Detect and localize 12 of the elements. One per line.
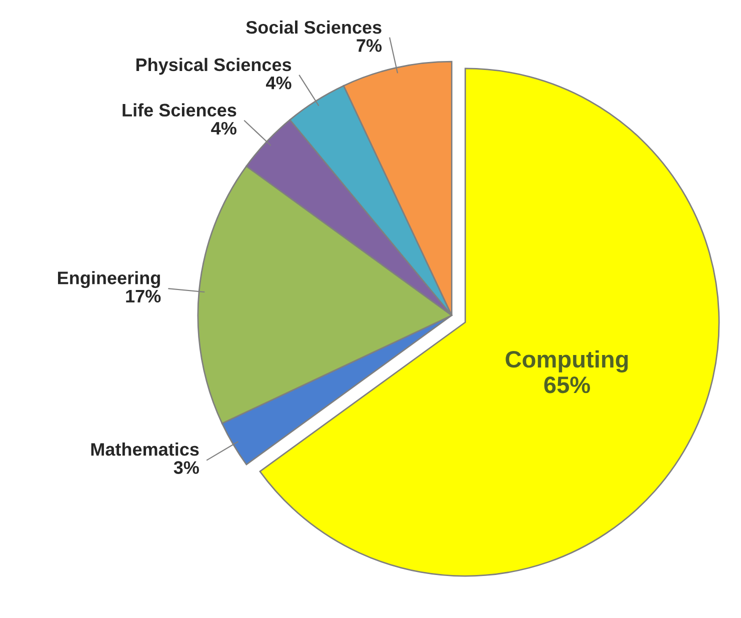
data-label: 17% xyxy=(126,290,161,303)
data-label: 3% xyxy=(174,461,199,474)
data-label: 7% xyxy=(356,39,382,52)
data-label: 65% xyxy=(544,376,590,394)
slice-label: Mathematics xyxy=(91,442,199,456)
slice-label: Life Sciences xyxy=(122,103,236,117)
slice-label: Social Sciences xyxy=(246,20,382,34)
slice-label: Computing xyxy=(506,350,628,372)
data-label: 4% xyxy=(266,76,292,90)
slice-label: Physical Sciences xyxy=(136,58,292,75)
data-label: 4% xyxy=(211,122,236,135)
slice-label: Engineering xyxy=(58,271,160,288)
